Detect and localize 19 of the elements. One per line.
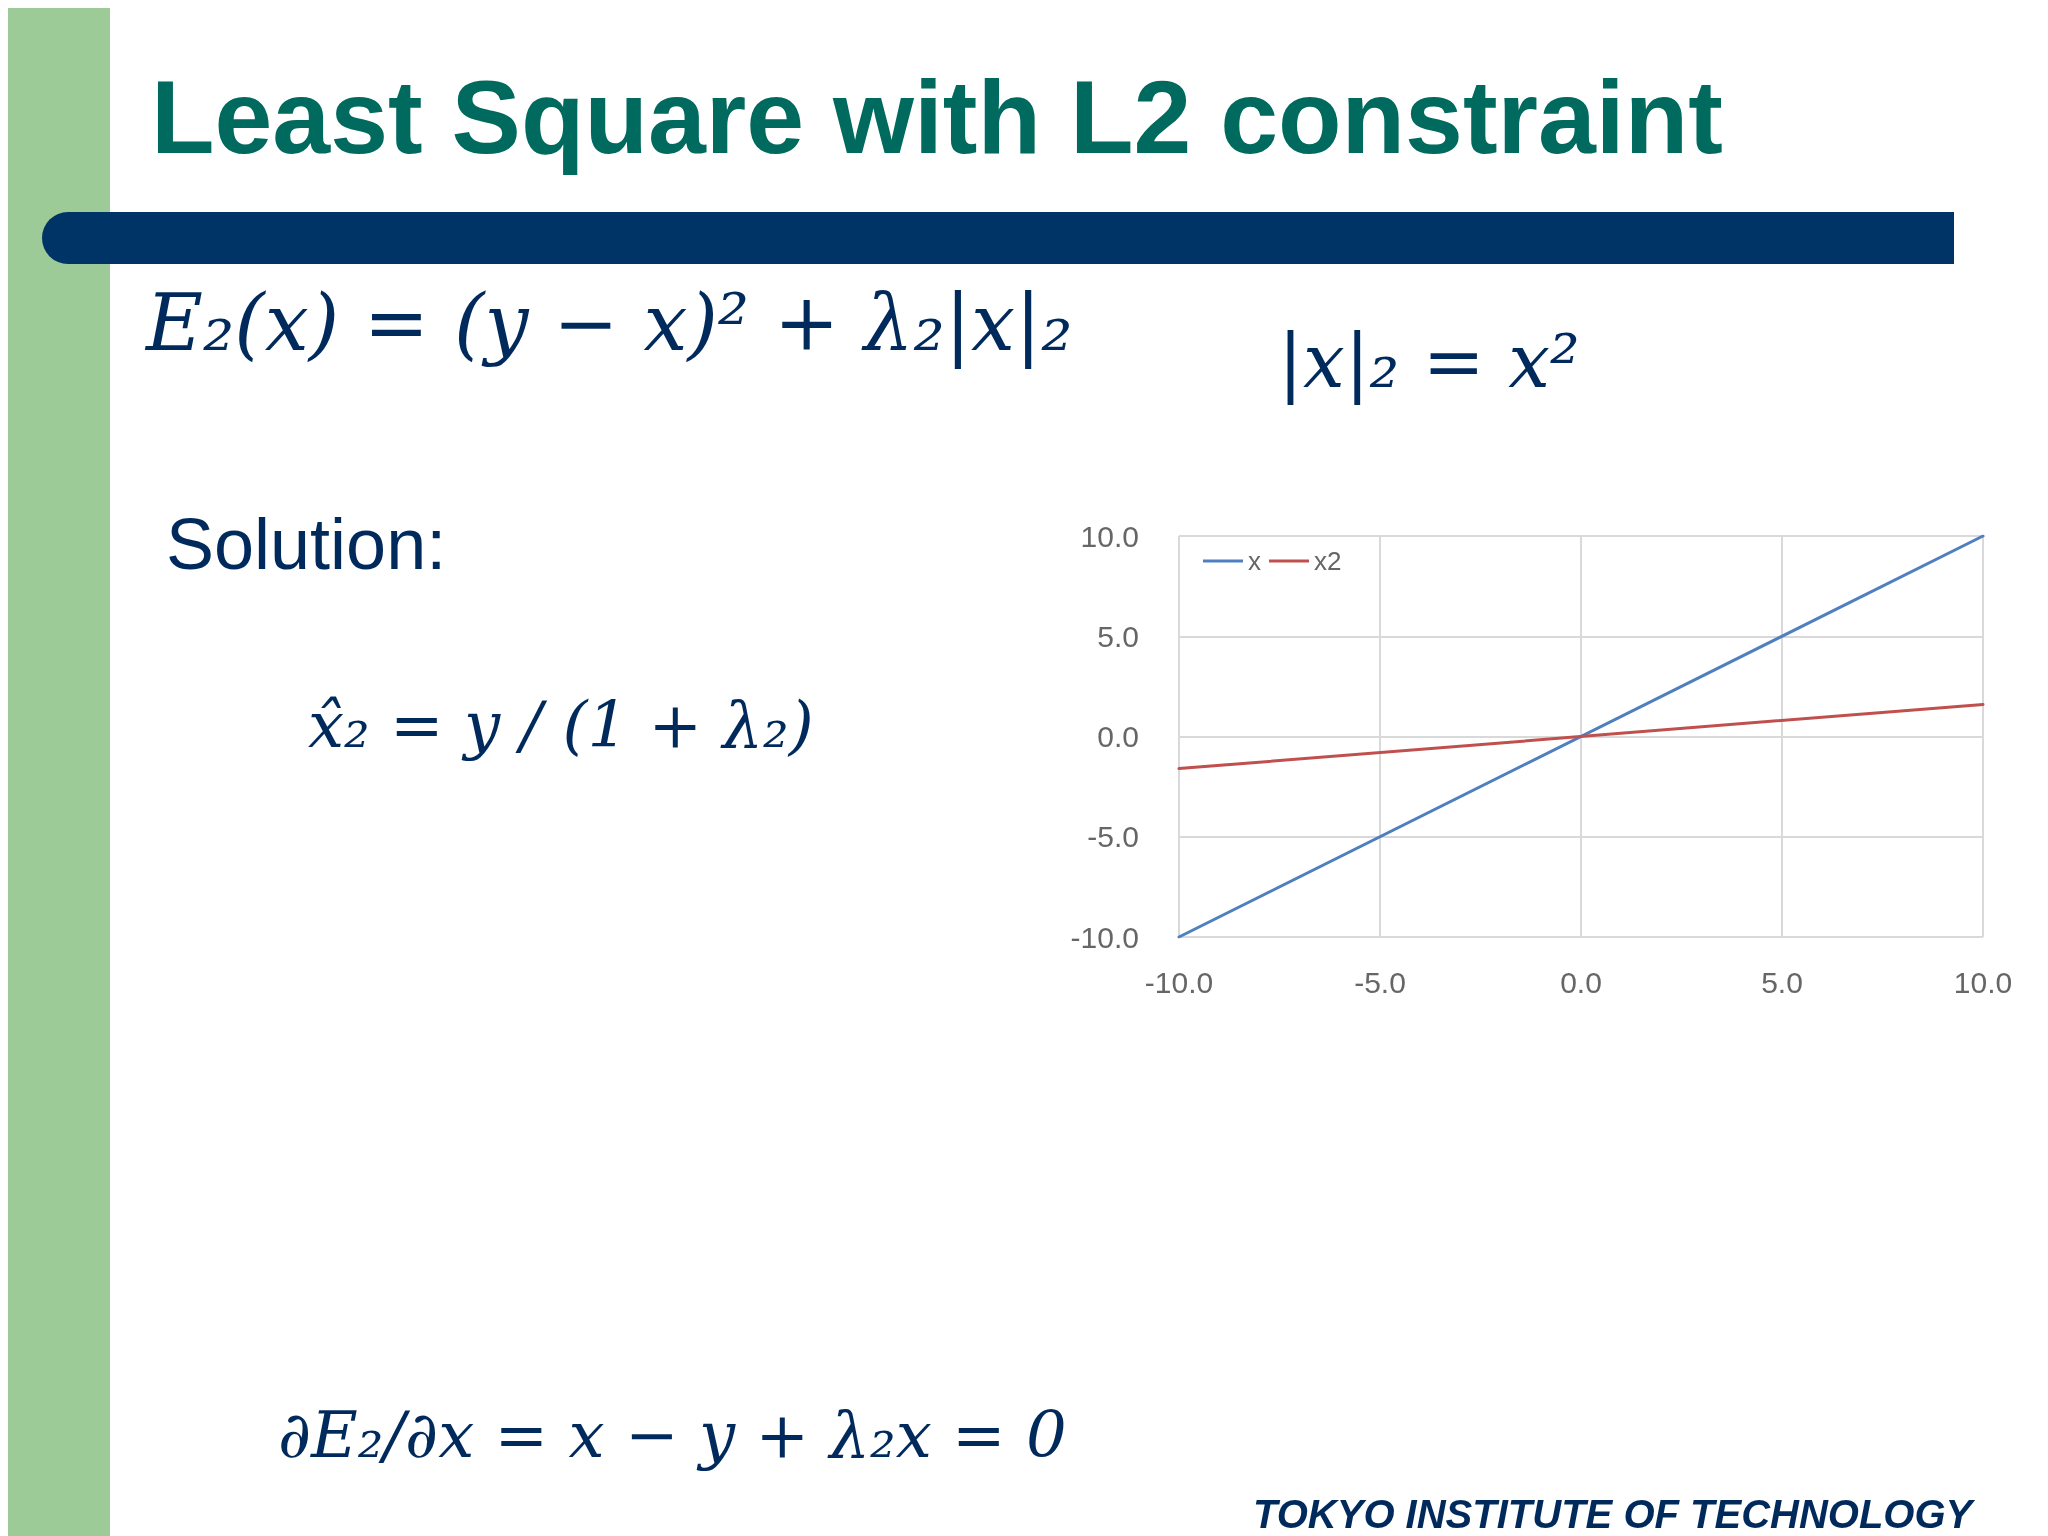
y-tick-label: -10.0 bbox=[1070, 920, 1139, 954]
y-tick-label: 0.0 bbox=[1097, 720, 1139, 753]
text: ∂E₂/∂x = x − y + λ₂x = 0 bbox=[278, 1398, 1067, 1472]
text: |x|₂ = x² bbox=[1278, 318, 1580, 404]
x-tick-label: 10.0 bbox=[1953, 965, 2013, 999]
text: x̂₂ = y / (1 + λ₂) bbox=[308, 688, 814, 762]
x-tick-label: 0.0 bbox=[1560, 965, 1602, 999]
text: E₂(x) = (y − x)² + λ₂|x|₂ bbox=[146, 278, 1073, 368]
legend-label: x2 bbox=[1314, 546, 1342, 576]
text: Solution: bbox=[166, 503, 447, 585]
x-tick-label: -5.0 bbox=[1354, 965, 1406, 999]
text: TOKYO INSTITUTE OF TECHNOLOGY bbox=[1253, 1492, 1973, 1536]
chart-title: Least Square with L2 constraint bbox=[151, 58, 1723, 177]
y-tick-label: 5.0 bbox=[1097, 619, 1139, 653]
y-tick-label: -5.0 bbox=[1087, 820, 1139, 854]
x-tick-label: 5.0 bbox=[1761, 965, 1803, 999]
legend-label: x bbox=[1248, 546, 1261, 576]
x-tick-label: -10.0 bbox=[1144, 965, 1214, 999]
y-tick-label: 10.0 bbox=[1080, 519, 1139, 553]
